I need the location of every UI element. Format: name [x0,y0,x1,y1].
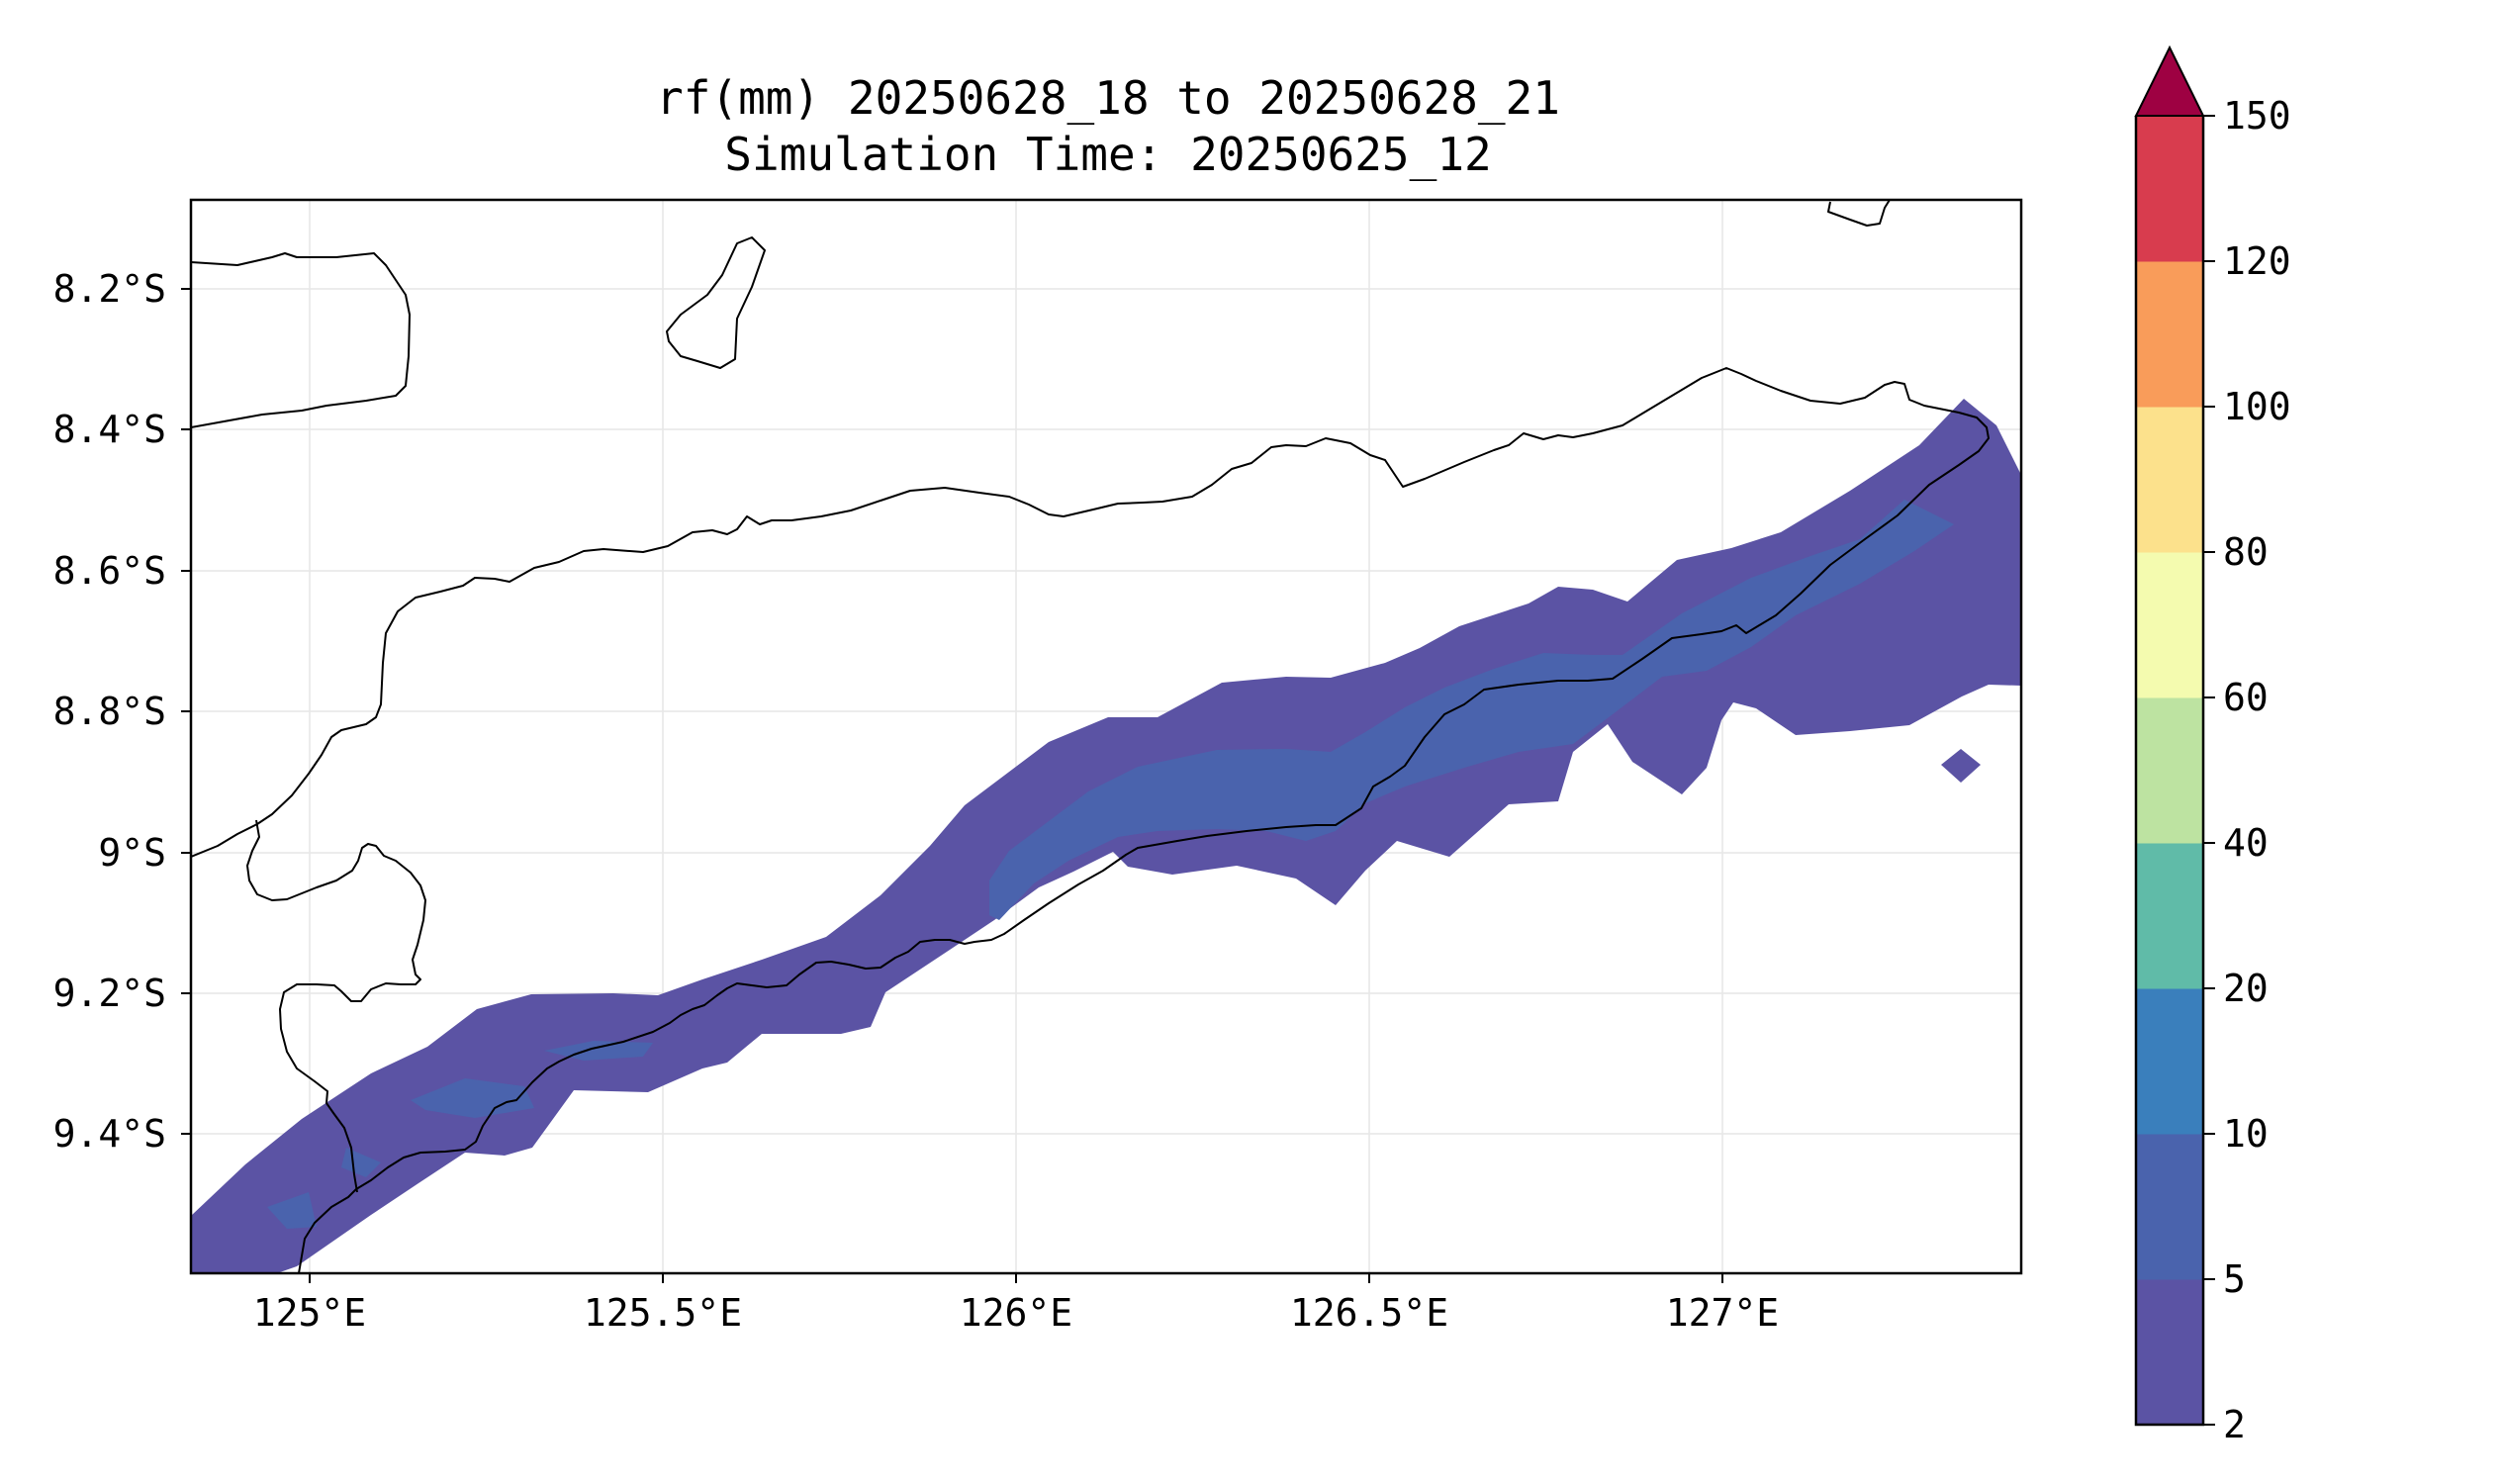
colorbar-label: 60 [2223,676,2269,719]
colorbar-bands [2136,116,2203,1426]
colorbar-label: 120 [2223,239,2291,283]
title-line-1: rf(mm) 20250628_18 to 20250628_21 [656,71,1560,125]
coastline-border-west [246,819,426,1193]
x-tick-label: 126.5°E [1290,1291,1448,1335]
rainfall-patch-5-10mm-b [411,1078,534,1118]
rainfall-band-5-10mm [989,500,1954,920]
colorbar-label: 40 [2223,821,2269,865]
colorbar-labels: 2 5 10 20 40 60 80 100 120 150 [2223,94,2291,1446]
colorbar-band [2136,697,2203,844]
rainfall-patch-5-10mm-c [267,1192,317,1229]
y-tick-label: 9°S [98,831,166,875]
y-tick-label: 8.2°S [53,267,166,311]
colorbar-label: 20 [2223,967,2269,1010]
x-tick-label: 127°E [1666,1291,1779,1335]
map-axes: 125°E 125.5°E 126°E 126.5°E 127°E 8.2°S … [53,198,2023,1335]
colorbar-label: 150 [2223,94,2291,138]
map-frame [189,198,2023,1275]
colorbar-band [2136,552,2203,698]
colorbar-band [2136,1134,2203,1280]
coastline-alor-south [1827,200,1891,227]
colorbar-band [2136,407,2203,553]
x-tick-label: 125°E [253,1291,366,1335]
colorbar-band [2136,261,2203,408]
coastline-wetar-west [191,252,411,428]
rainfall-cell-east [1941,749,1981,783]
y-tick-label: 9.2°S [53,972,166,1015]
x-tick-label: 126°E [960,1291,1072,1335]
colorbar-label: 100 [2223,385,2291,428]
colorbar-label: 80 [2223,530,2269,574]
y-tick-label: 8.8°S [53,690,166,733]
colorbar-band [2136,988,2203,1135]
title-line-2: Simulation Time: 20250625_12 [724,128,1491,181]
colorbar-band [2136,116,2203,262]
y-tick-label: 8.4°S [53,408,166,451]
coastline-timor-north [191,367,1990,1273]
colorbar-band [2136,1279,2203,1426]
colorbar-ticks [2203,115,2215,1426]
x-tick-label: 125.5°E [584,1291,742,1335]
coastline-atauro [666,236,766,369]
colorbar: 2 5 10 20 40 60 80 100 120 150 [2134,45,2291,1446]
y-tick-label: 8.6°S [53,549,166,593]
colorbar-frame [2134,116,2205,1427]
colorbar-label: 5 [2223,1257,2246,1301]
colorbar-extend-triangle [2134,45,2205,117]
tick-marks [181,288,1723,1283]
coastlines [191,200,1990,1273]
y-tick-label: 9.4°S [53,1112,166,1156]
colorbar-band [2136,843,2203,989]
colorbar-label: 2 [2223,1403,2246,1446]
colorbar-label: 10 [2223,1112,2269,1156]
